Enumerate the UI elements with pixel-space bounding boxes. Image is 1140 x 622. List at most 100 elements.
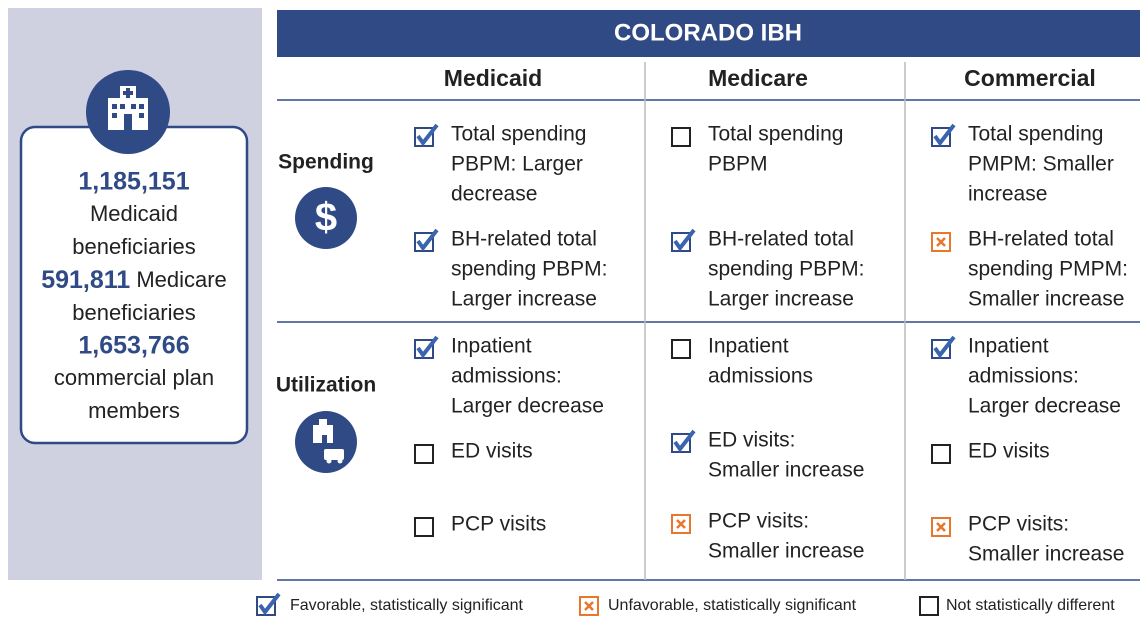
column-header: Commercial — [964, 65, 1096, 91]
check — [673, 429, 696, 453]
item-text: Smaller increase — [708, 459, 864, 482]
favorable-icon — [931, 123, 956, 147]
item-text: admissions: — [451, 365, 562, 388]
x-mark — [936, 237, 946, 247]
neutral-icon — [414, 444, 434, 464]
column-header: Medicare — [708, 65, 808, 91]
stat-label: Medicare — [136, 267, 226, 292]
checkbox — [919, 596, 939, 616]
favorable-icon — [414, 123, 439, 147]
table-lines — [277, 62, 1140, 581]
unfavorable-icon — [931, 517, 951, 537]
item-text: Total spending — [451, 123, 586, 146]
utilization-icon — [295, 411, 357, 473]
checkbox — [671, 433, 691, 453]
checkbox — [671, 339, 691, 359]
checkbox — [931, 339, 951, 359]
column-header: Medicaid — [444, 65, 542, 91]
unfavorable-icon — [931, 232, 951, 252]
legend-label: Not statistically different — [946, 597, 1115, 614]
check — [673, 228, 696, 252]
neutral-icon — [931, 444, 951, 464]
checkbox — [931, 444, 951, 464]
stat-label: beneficiaries — [72, 234, 196, 259]
check — [258, 592, 281, 616]
item-text: ED visits: — [708, 429, 796, 452]
item-text: Smaller increase — [968, 543, 1124, 566]
checkbox — [671, 232, 691, 252]
neutral-icon — [671, 127, 691, 147]
checkbox — [414, 232, 434, 252]
unfavorable-icon — [671, 514, 691, 534]
unfavorable-icon — [579, 596, 599, 616]
checkbox — [414, 517, 434, 537]
item-text: admissions — [708, 365, 813, 388]
checkbox — [931, 517, 951, 537]
item-text: BH-related total — [708, 228, 854, 251]
item-text: spending PMPM: — [968, 258, 1128, 281]
hospital-icon — [86, 70, 170, 154]
item-text: Smaller increase — [708, 540, 864, 563]
item-text: PCP visits — [451, 513, 546, 536]
stat-line: 591,811 Medicare — [41, 266, 227, 294]
item-text: increase — [968, 183, 1047, 206]
row-label: Utilization — [276, 374, 376, 397]
item-text: Inpatient — [451, 335, 532, 358]
neutral-icon — [919, 596, 939, 616]
checkbox — [414, 444, 434, 464]
favorable-icon — [671, 228, 696, 252]
item-text: PBPM: Larger — [451, 153, 583, 176]
favorable-icon — [256, 592, 281, 616]
check — [933, 335, 956, 359]
stat-number: 1,653,766 — [78, 332, 189, 360]
checkbox — [414, 127, 434, 147]
x-mark — [584, 601, 594, 611]
item-text: PCP visits: — [968, 513, 1069, 536]
item-text: Larger increase — [451, 288, 597, 311]
favorable-icon — [931, 335, 956, 359]
row-label: Spending — [278, 151, 374, 174]
header-bar — [277, 10, 1140, 57]
checkbox — [579, 596, 599, 616]
checkbox — [414, 339, 434, 359]
item-text: PBPM — [708, 153, 768, 176]
item-text: Total spending — [708, 123, 843, 146]
checkbox — [931, 127, 951, 147]
item-text: Smaller increase — [968, 288, 1124, 311]
neutral-icon — [671, 339, 691, 359]
legend-label: Unfavorable, statistically significant — [608, 597, 857, 614]
item-text: BH-related total — [968, 228, 1114, 251]
item-text: Inpatient — [968, 335, 1049, 358]
favorable-icon — [671, 429, 696, 453]
item-text: spending PBPM: — [451, 258, 607, 281]
stat-label: Medicaid — [90, 201, 178, 226]
item-text: Larger decrease — [451, 395, 604, 418]
favorable-icon — [414, 335, 439, 359]
item-text: BH-related total — [451, 228, 597, 251]
stat-label: commercial plan — [54, 365, 214, 390]
item-text: PCP visits: — [708, 510, 809, 533]
favorable-icon — [414, 228, 439, 252]
checkbox — [671, 514, 691, 534]
item-text: Inpatient — [708, 335, 789, 358]
checkbox — [671, 127, 691, 147]
stat-number: 1,185,151 — [78, 168, 189, 196]
item-text: Larger decrease — [968, 395, 1121, 418]
check — [416, 228, 439, 252]
stat-label: members — [88, 398, 180, 423]
svg-text:$: $ — [315, 196, 337, 240]
stat-label: beneficiaries — [72, 300, 196, 325]
table-title: COLORADO IBH — [614, 19, 802, 46]
item-text: PMPM: Smaller — [968, 153, 1114, 176]
item-text: ED visits — [451, 440, 533, 463]
item-text: admissions: — [968, 365, 1079, 388]
item-text: spending PBPM: — [708, 258, 864, 281]
x-mark — [676, 519, 686, 529]
check — [933, 123, 956, 147]
checkbox — [256, 596, 276, 616]
legend-label: Favorable, statistically significant — [290, 597, 524, 614]
check — [416, 123, 439, 147]
item-text: decrease — [451, 183, 537, 206]
dollar-icon: $ — [295, 187, 357, 249]
